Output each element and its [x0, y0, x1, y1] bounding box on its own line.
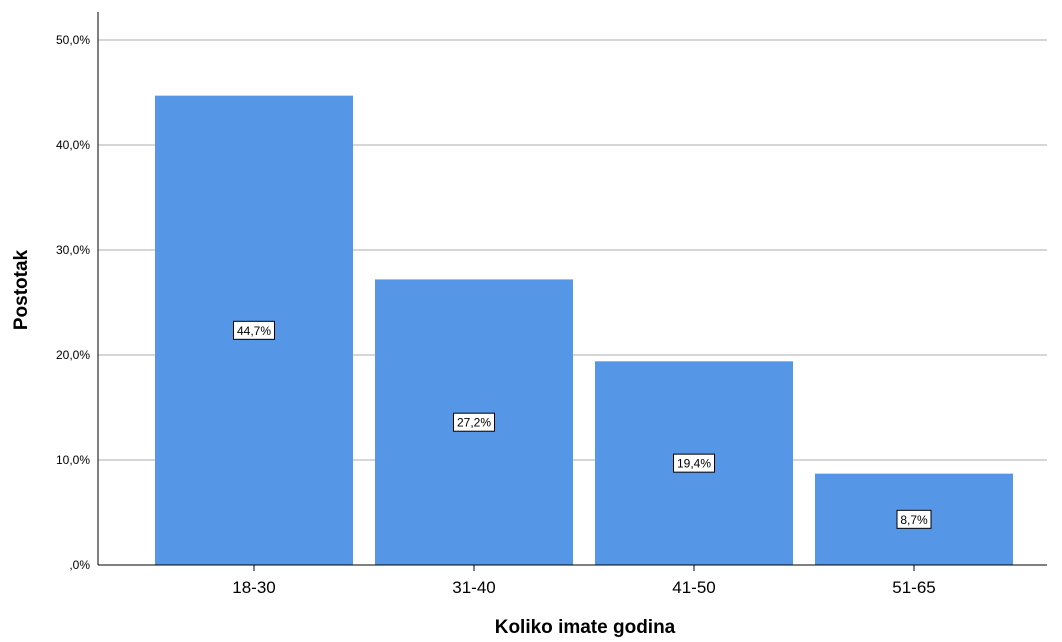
data-label-box — [233, 320, 275, 340]
x-axis-title: Koliko imate godina — [495, 617, 676, 637]
x-tick-label: 41-50 — [672, 578, 715, 597]
data-labels: 44,7% 27,2% 19,4% 8,7% — [233, 320, 932, 529]
data-label-text: 27,2% — [457, 416, 491, 430]
data-label: 19,4% — [673, 453, 715, 473]
y-axis-title: Postotak — [11, 249, 32, 330]
x-tick-labels: 18-30 31-40 41-50 51-65 — [232, 565, 936, 597]
data-label: 44,7% — [233, 320, 275, 340]
data-label-text: 19,4% — [677, 457, 711, 471]
data-label-box — [673, 453, 715, 473]
y-tick-label: 10,0% — [56, 453, 90, 467]
data-label-box — [896, 509, 932, 529]
y-tick-label: 30,0% — [56, 243, 90, 257]
x-tick-label: 18-30 — [232, 578, 275, 597]
y-tick-label: ,0% — [69, 558, 90, 572]
data-label-text: 8,7% — [900, 513, 928, 527]
y-tick-label: 50,0% — [56, 33, 90, 47]
x-tick-label: 51-65 — [892, 578, 935, 597]
data-label: 8,7% — [896, 509, 932, 529]
data-label: 27,2% — [453, 412, 495, 432]
y-tick-label: 40,0% — [56, 138, 90, 152]
y-tick-labels: ,0% 10,0% 20,0% 30,0% 40,0% 50,0% — [56, 33, 90, 572]
y-tick-label: 20,0% — [56, 348, 90, 362]
data-label-box — [453, 412, 495, 432]
bars — [155, 95, 1013, 566]
data-label-text: 44,7% — [237, 324, 271, 338]
x-tick-label: 31-40 — [452, 578, 495, 597]
